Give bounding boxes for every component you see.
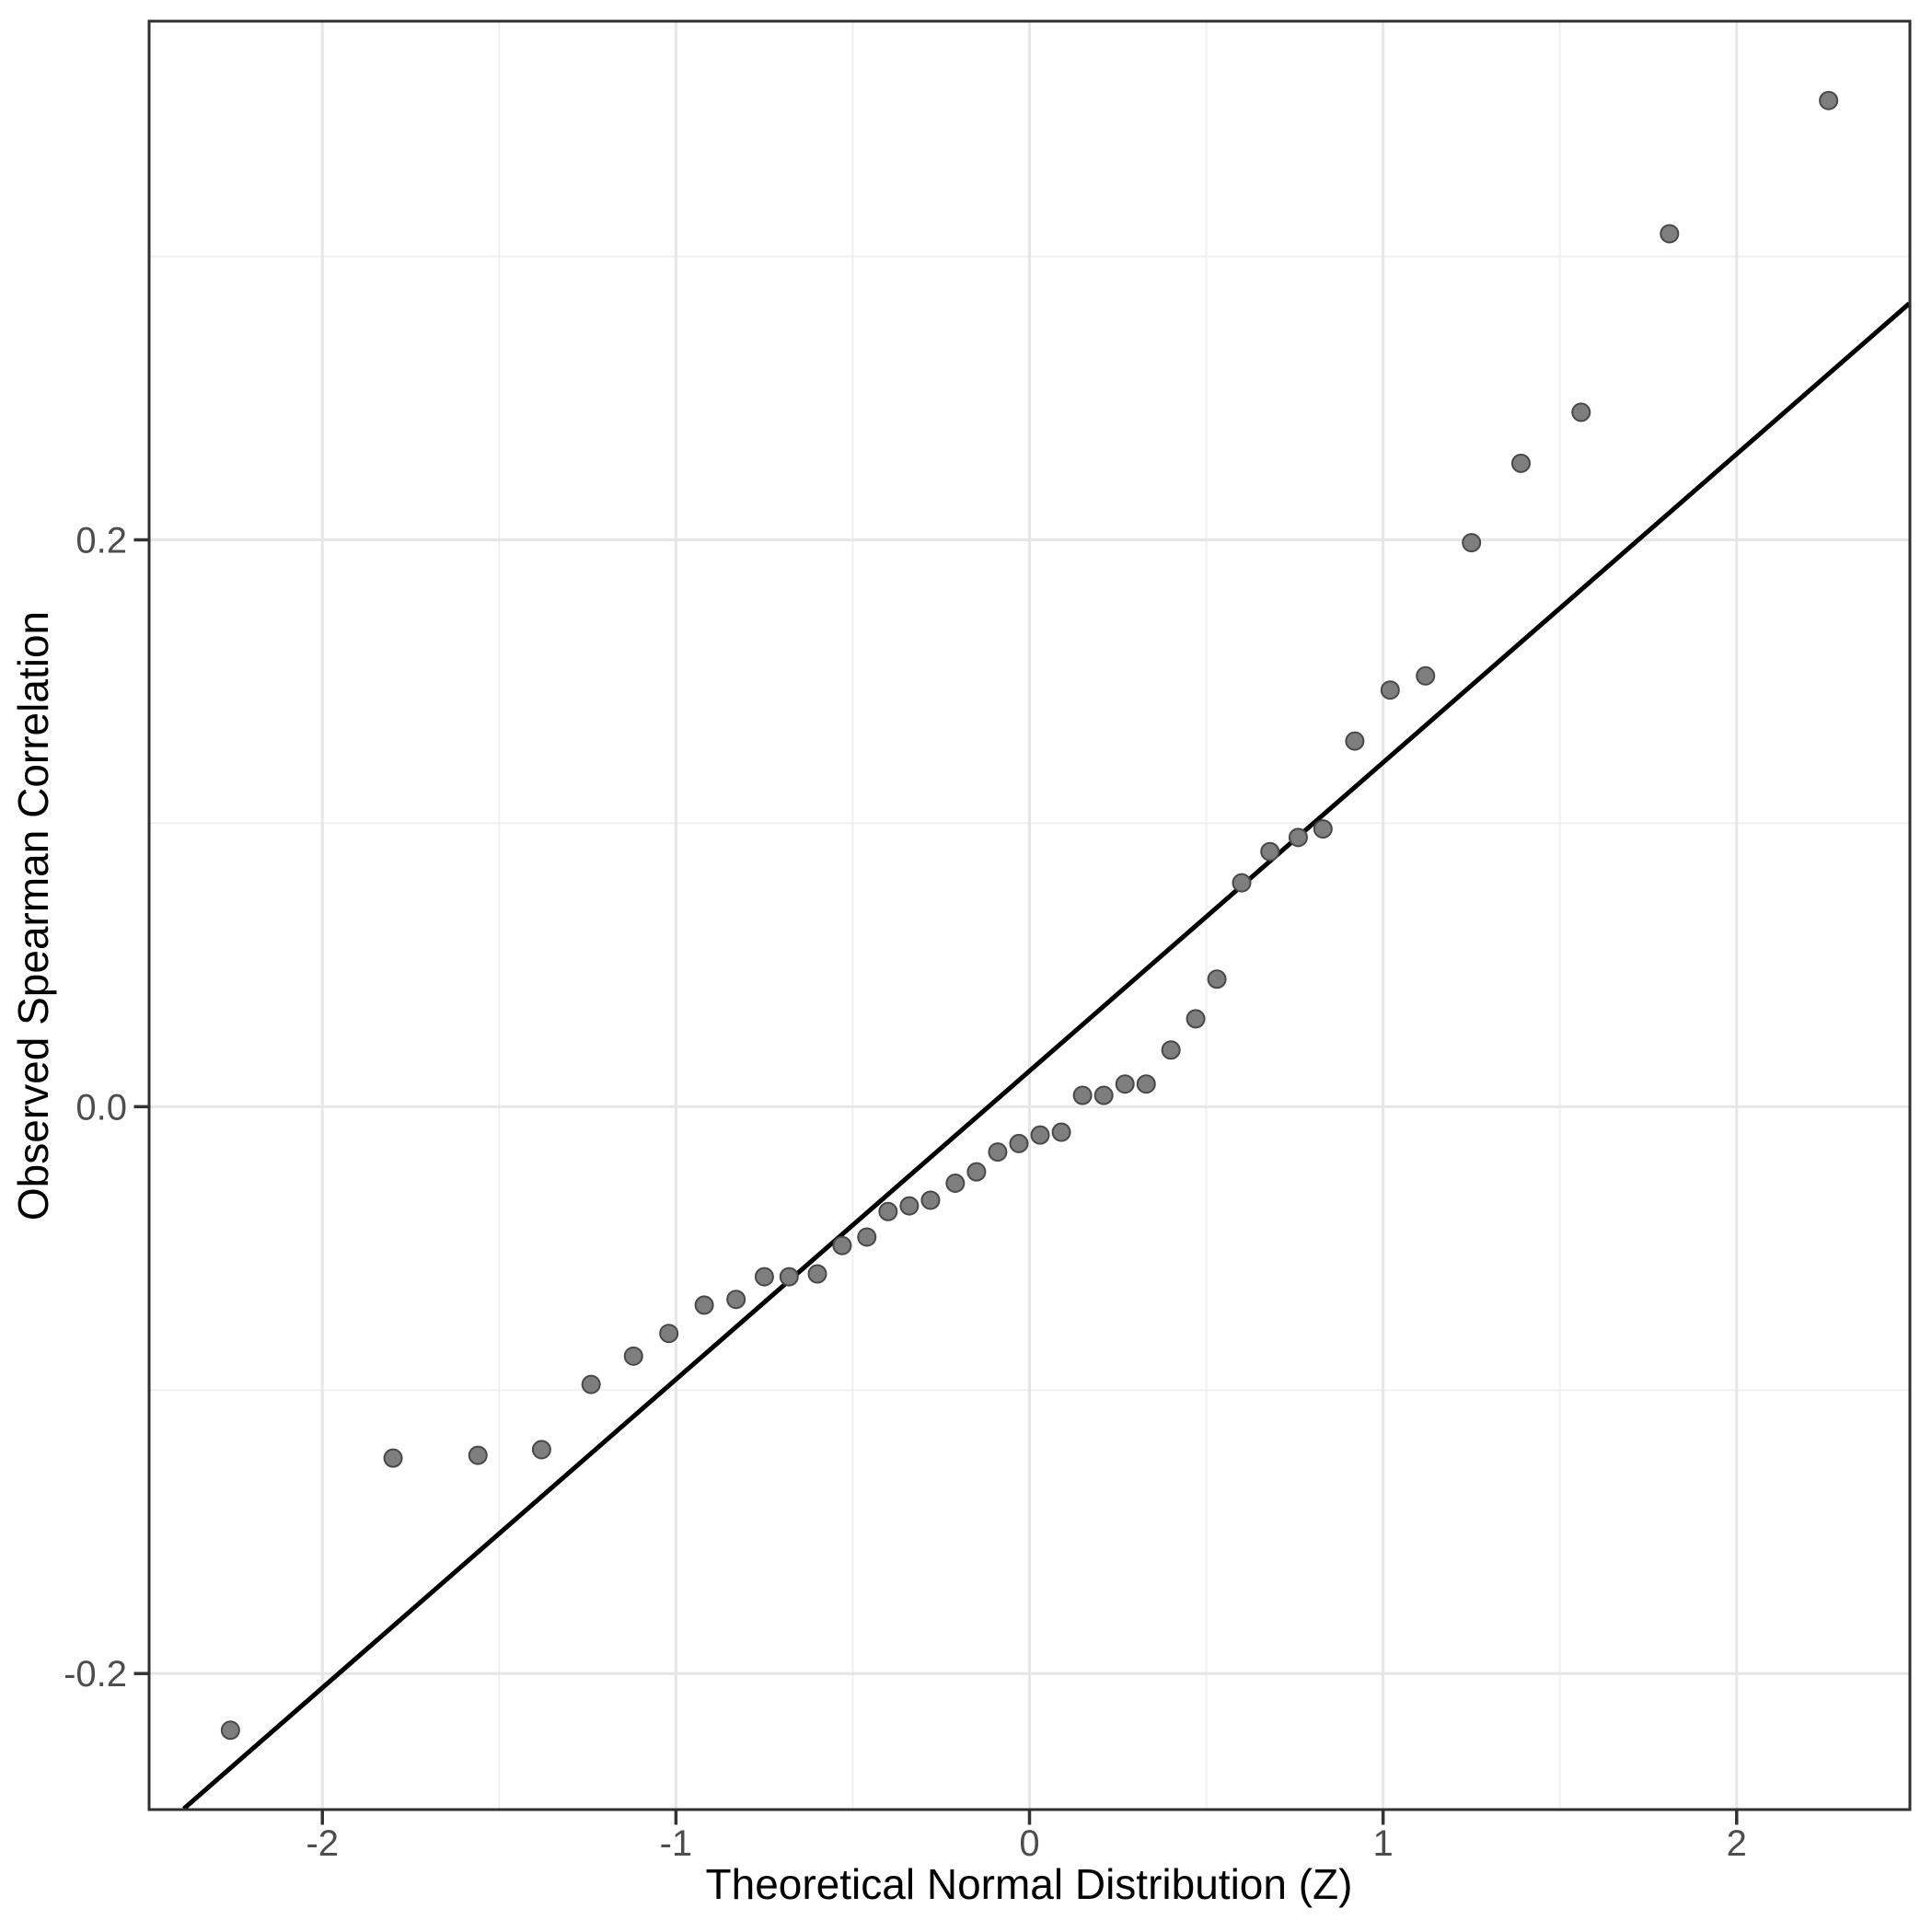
data-point: [857, 1227, 877, 1247]
x-tick-label: -1: [660, 1823, 693, 1864]
major-gridlines: [149, 21, 1910, 1810]
data-point: [1660, 224, 1680, 244]
qq-reference-line: [182, 301, 1911, 1811]
x-tick-label: 0: [1019, 1823, 1039, 1864]
data-point: [581, 1374, 601, 1394]
y-tick-label: 0.2: [75, 521, 127, 561]
data-point: [988, 1142, 1008, 1163]
data-point: [899, 1196, 920, 1216]
data-point: [1380, 680, 1400, 700]
data-point: [1136, 1074, 1156, 1094]
data-point: [1819, 90, 1839, 110]
data-point: [1510, 453, 1531, 473]
data-point: [1260, 841, 1280, 862]
data-point: [1462, 533, 1482, 553]
axis-tick-marks: [133, 538, 1739, 1825]
data-point: [1009, 1133, 1029, 1153]
data-point: [832, 1235, 852, 1255]
x-tick-label: 2: [1727, 1823, 1747, 1864]
data-point: [694, 1295, 714, 1315]
data-point: [1030, 1125, 1050, 1145]
data-point: [383, 1448, 403, 1468]
data-point: [1416, 665, 1436, 686]
data-point: [1072, 1085, 1093, 1105]
data-point: [1051, 1122, 1071, 1142]
y-axis-title: Observed Spearman Correlation: [9, 611, 57, 1221]
data-point: [1186, 1009, 1206, 1029]
data-point: [623, 1346, 643, 1366]
x-axis-title: Theoretical Normal Distribution (Z): [706, 1860, 1353, 1908]
y-axis-tick-labels: 0.2 0.0 -0.2: [64, 521, 127, 1695]
x-axis-tick-labels: -2 -1 0 1 2: [306, 1823, 1746, 1864]
data-point: [659, 1324, 679, 1344]
x-tick-label: -2: [306, 1823, 339, 1864]
data-point: [220, 1720, 240, 1741]
data-point: [1161, 1040, 1181, 1060]
data-point: [779, 1267, 799, 1287]
data-point: [468, 1445, 488, 1465]
y-tick-label: 0.0: [75, 1087, 127, 1128]
data-points: [220, 90, 1839, 1741]
data-point: [754, 1267, 774, 1287]
data-point: [945, 1173, 966, 1193]
data-point: [1313, 819, 1333, 839]
data-point: [878, 1201, 898, 1221]
data-point: [531, 1440, 551, 1460]
y-tick-label: -0.2: [64, 1654, 127, 1695]
data-point: [726, 1290, 746, 1310]
data-point: [1115, 1074, 1135, 1094]
qq-line: [182, 301, 1911, 1811]
data-point: [1345, 731, 1365, 751]
x-tick-label: 1: [1373, 1823, 1394, 1864]
data-point: [1093, 1085, 1114, 1105]
panel-border-rect: [147, 19, 1912, 1811]
data-point: [1571, 402, 1591, 422]
data-point: [807, 1264, 827, 1284]
data-point: [920, 1190, 941, 1210]
data-point: [1232, 873, 1252, 893]
data-point: [1207, 969, 1227, 989]
plot-panel-border: [147, 19, 1912, 1811]
data-point: [1288, 827, 1308, 848]
data-point: [966, 1162, 987, 1182]
